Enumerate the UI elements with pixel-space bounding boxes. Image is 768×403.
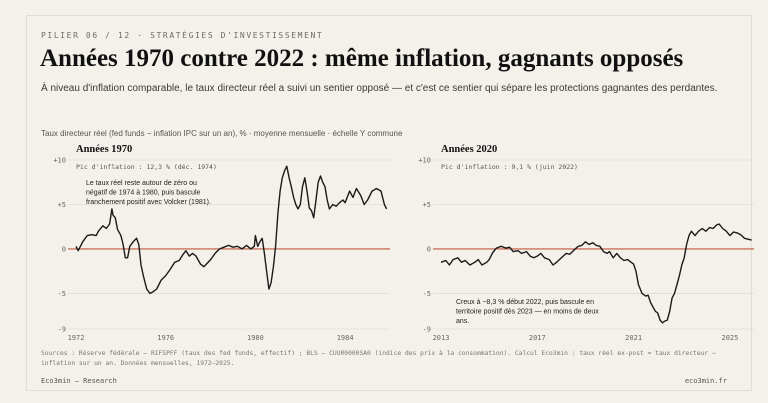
page-subtitle: À niveau d'inflation comparable, le taux… [41, 83, 718, 94]
series-line [75, 165, 388, 295]
annotation-line: franchement positif avec Volcker (1981). [86, 199, 211, 206]
y-tick-label: +5 [58, 201, 66, 209]
chart-panel-2: -9 -5 0 +5 +10 2013 2017 2021 2025 Années 2020 Pic… [418, 144, 754, 342]
annotation-line: Creux à −8,3 % début 2022, puis bascule … [456, 299, 594, 306]
annotation-line: négatif de 1974 à 1980, puis bascule [86, 190, 201, 197]
x-tick-label: 1984 [337, 334, 354, 342]
x-tick-label: 2021 [625, 334, 642, 342]
x-tick-label: 2025 [721, 334, 738, 342]
annotation-line: territoire positif dès 2023 — en moins d… [456, 309, 599, 316]
page-frame [26, 15, 752, 391]
x-tick-label: 2013 [433, 334, 450, 342]
y-tick-label: 0 [62, 245, 66, 253]
panel-title: Années 2020 [441, 144, 497, 155]
annotation-line: Le taux réel reste autour de zéro ou [86, 180, 197, 187]
y-tick-label: 0 [427, 245, 431, 253]
y-tick-label: +10 [53, 157, 66, 165]
chart-caption: Taux directeur réel (fed funds − inflati… [41, 129, 403, 138]
footer-brand: Eco3min — Research [41, 377, 117, 385]
page-title: Années 1970 contre 2022 : même inflation… [40, 45, 684, 72]
y-tick-label: -9 [423, 326, 431, 334]
chart-panel-1: -9 -5 0 +5 +10 1972 1976 1980 1984 Années 1970 Pic… [53, 144, 390, 342]
source-note: Sources : Réserve fédérale — RIFSPFF (ta… [41, 350, 716, 367]
x-tick-label: 1976 [157, 334, 174, 342]
x-tick-label: 1980 [247, 334, 264, 342]
kicker: PILIER 06 / 12 · STRATÉGIES D'INVESTISSE… [41, 31, 324, 40]
footer-site: eco3min.fr [684, 377, 727, 385]
series-line [440, 223, 752, 324]
y-tick-label: +5 [423, 201, 431, 209]
y-tick-label: -5 [58, 290, 66, 298]
y-tick-label: -9 [58, 326, 66, 334]
x-tick-label: 2017 [529, 334, 546, 342]
annotation-line: ans. [456, 318, 469, 325]
y-tick-label: -5 [423, 290, 431, 298]
y-tick-label: +10 [418, 157, 431, 165]
panel-title: Années 1970 [76, 144, 132, 155]
x-tick-label: 1972 [68, 334, 85, 342]
peak-inflation-label: Pic d'inflation : 9,1 % (juin 2022) [441, 163, 578, 171]
peak-inflation-label: Pic d'inflation : 12,3 % (déc. 1974) [76, 163, 217, 171]
